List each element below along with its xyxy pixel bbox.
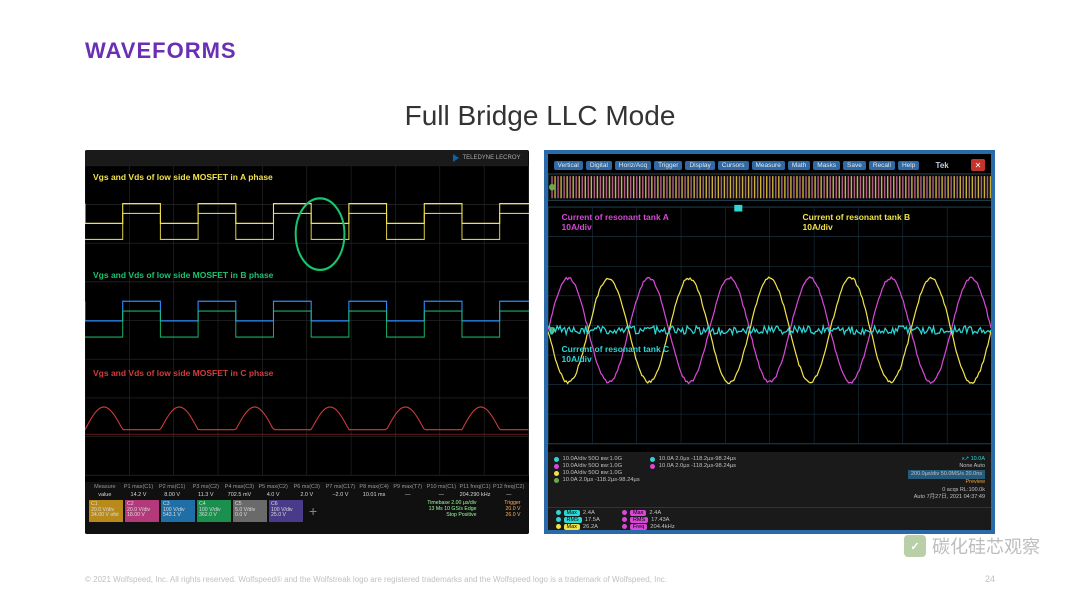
stat-rms: RMS544.1mA	[556, 531, 608, 534]
acq-info: Auto 7月27日, 2021 04:37:49	[908, 494, 985, 501]
acq-info: ᴀ↗ 10.0A	[908, 456, 985, 463]
meas-hdr: P9 max(T7)	[392, 484, 424, 490]
copyright-footer: © 2021 Wolfspeed, Inc. All rights reserv…	[85, 575, 667, 584]
meas-val: 4.0 V	[257, 492, 289, 498]
stat-max: Max2.4A	[622, 510, 675, 516]
scope-right-readout: 10.0A/div 50Ω ʙᴡ:1.0G10.0A/div 50Ω ʙᴡ:1.…	[548, 452, 992, 530]
meas-hdr: P8 max(C4)	[358, 484, 390, 490]
meas-hdr: P5 max(C2)	[257, 484, 289, 490]
menu-help[interactable]: Help	[898, 161, 919, 170]
meas-hdr: P1 max(C1)	[123, 484, 155, 490]
stat-freq: Freq204.4kHz	[622, 524, 675, 530]
menu-masks[interactable]: Masks	[813, 161, 840, 170]
readout-line: 10.0A/div 50Ω ʙᴡ:1.0G	[554, 463, 640, 469]
scope-row: TELEDYNE LECROY Vgs and Vds of low side …	[85, 150, 995, 534]
meas-hdr: P10 ms(C1)	[426, 484, 458, 490]
stat-max: Max2.4A	[556, 510, 608, 516]
scope-left: TELEDYNE LECROY Vgs and Vds of low side …	[85, 150, 529, 534]
meas-hdr: Measure	[89, 484, 121, 490]
readout-line: 10.0A 2.0µs -118.2µs-98.24µs	[554, 477, 640, 483]
slide: WAVEFORMS Full Bridge LLC Mode TELEDYNE …	[0, 0, 1080, 604]
meas-val: 204.290 kHz	[459, 492, 491, 498]
acq-info: Preview	[908, 479, 985, 486]
channel-box[interactable]: C120.0 V/div34.00 V ofst	[89, 500, 123, 522]
trigger-readout: Trigger20.0 V26.0 V	[483, 500, 525, 522]
section-heading: WAVEFORMS	[85, 38, 237, 64]
tek-logo: Tek	[936, 161, 949, 170]
label-tank-b: Current of resonant tank B 10A/div	[803, 212, 911, 232]
stat-rms: RMS17.5A	[556, 517, 608, 523]
scope-left-canvas	[85, 150, 529, 534]
label-tank-a: Current of resonant tank A 10A/div	[562, 212, 669, 232]
meas-val: —	[392, 492, 424, 498]
meas-val: 702.5 mV	[224, 492, 256, 498]
readout-line: 10.0A 2.0µs -118.2µs-98.24µs	[650, 463, 736, 469]
label-phase-a: Vgs and Vds of low side MOSFET in A phas…	[93, 172, 273, 182]
readout-line: 10.0A/div 50Ω ʙᴡ:1.0G	[554, 456, 640, 462]
meas-val: 14.2 V	[123, 492, 155, 498]
meas-val: 10.01 ms	[358, 492, 390, 498]
menu-measure[interactable]: Measure	[752, 161, 785, 170]
timebase-readout: Timebase 2.00 µs/div13 Ms 10 GS/s EdgeSt…	[427, 500, 480, 522]
scope-left-measurements: MeasureP1 max(C1)P2 ms(C1)P3 ms(C2)P4 ma…	[85, 482, 529, 534]
menu-cursors[interactable]: Cursors	[718, 161, 749, 170]
meas-val: —	[426, 492, 458, 498]
readout-line: 10.0A/div 50Ω ʙᴡ:1.0G	[554, 470, 640, 476]
label-tank-c: Current of resonant tank C 10A/div	[562, 344, 670, 364]
menu-digital[interactable]: Digital	[586, 161, 612, 170]
teledyne-text: TELEDYNE LECROY	[462, 155, 520, 161]
meas-hdr: P11 freq(C1)	[459, 484, 491, 490]
watermark: ✓ 碳化硅芯观察	[904, 533, 1040, 559]
channel-box[interactable]: C6100 V/div25.0 V	[269, 500, 303, 522]
meas-val: value	[89, 492, 121, 498]
tek-menubar: VerticalDigitalHoriz/AcqTriggerDisplay Cu…	[554, 158, 986, 172]
menu-trigger[interactable]: Trigger	[654, 161, 682, 170]
meas-hdr: P3 ms(C2)	[190, 484, 222, 490]
stat-max: Max26.2A	[556, 524, 608, 530]
meas-hdr: P2 ms(C1)	[156, 484, 188, 490]
teledyne-logo: TELEDYNE LECROY	[453, 154, 520, 162]
watermark-text: 碳化硅芯观察	[932, 533, 1040, 559]
wechat-icon: ✓	[904, 535, 926, 557]
stat-rms: RMS17.43A	[622, 517, 675, 523]
meas-val: 11.3 V	[190, 492, 222, 498]
meas-val: 8.00 V	[156, 492, 188, 498]
meas-val: —	[493, 492, 525, 498]
meas-hdr: P12 freq(C2)	[493, 484, 525, 490]
channel-box[interactable]: C55.0 V/div0.0 V	[233, 500, 267, 522]
menu-save[interactable]: Save	[843, 161, 866, 170]
menu-horizacq[interactable]: Horiz/Acq	[615, 161, 651, 170]
meas-val: –2.0 V	[325, 492, 357, 498]
close-icon[interactable]: ✕	[971, 159, 985, 171]
page-number: 24	[985, 574, 995, 584]
scope-right: VerticalDigitalHoriz/AcqTriggerDisplay Cu…	[544, 150, 996, 534]
acq-info: 200.0µs/div 50.0MS/s 20.0ns	[908, 470, 985, 479]
channel-box[interactable]: C4100 V/div362.0 V	[197, 500, 231, 522]
label-phase-b: Vgs and Vds of low side MOSFET in B phas…	[93, 270, 273, 280]
meas-hdr: P7 ms(C17)	[325, 484, 357, 490]
meas-hdr: P4 max(C3)	[224, 484, 256, 490]
channel-box[interactable]: C3100 V/div543.1 V	[161, 500, 195, 522]
menu-math[interactable]: Math	[788, 161, 810, 170]
meas-val: 2.0 V	[291, 492, 323, 498]
readout-line: 10.0A 2.0µs -118.2µs-98.24µs	[650, 456, 736, 462]
label-phase-c: Vgs and Vds of low side MOSFET in C phas…	[93, 368, 273, 378]
add-channel-icon[interactable]: +	[309, 503, 317, 519]
menu-vertical[interactable]: Vertical	[554, 161, 583, 170]
acq-info: 0 acqs RL:100.0k	[908, 487, 985, 494]
meas-hdr: P6 ms(C3)	[291, 484, 323, 490]
menu-display[interactable]: Display	[685, 161, 714, 170]
acq-info: None Auto	[908, 463, 985, 470]
main-title: Full Bridge LLC Mode	[0, 100, 1080, 132]
menu-recall[interactable]: Recall	[869, 161, 895, 170]
channel-box[interactable]: C220.0 V/div18.00 V	[125, 500, 159, 522]
